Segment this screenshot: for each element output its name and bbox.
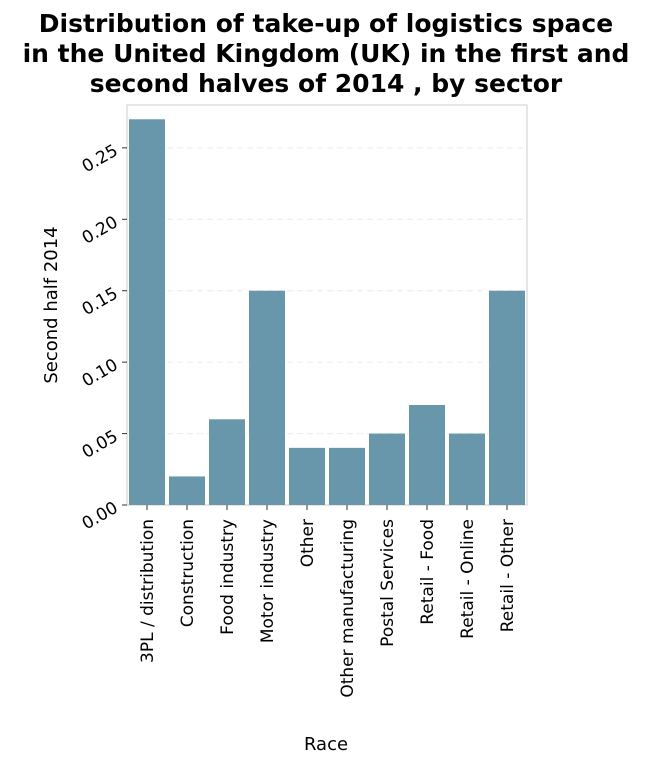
y-tick-label: 0.20 (79, 212, 122, 248)
y-tick-label: 0.25 (79, 141, 122, 177)
bar (489, 290, 525, 505)
y-tick-label: 0.15 (79, 284, 122, 320)
bar (129, 119, 165, 506)
chart-title-line-1: Distribution of take-up of logistics spa… (39, 9, 613, 38)
x-tick-label: Other (298, 519, 318, 567)
x-axis-label: Race (304, 734, 348, 755)
x-tick-label: Construction (178, 519, 198, 627)
y-axis-label: Second half 2014 (41, 226, 62, 383)
bar (449, 433, 485, 505)
bar (169, 476, 205, 505)
chart-title: Distribution of take-up of logistics spa… (23, 9, 630, 98)
y-tick-label: 0.10 (79, 355, 122, 391)
y-tick-label: 0.00 (79, 498, 122, 534)
bar (249, 290, 285, 505)
x-tick-label: Retail - Other (498, 519, 518, 632)
x-tick-label: Retail - Food (418, 519, 438, 625)
x-axis-ticks: 3PL / distribution Construction Food indus… (138, 505, 518, 698)
x-tick-label: 3PL / distribution (138, 519, 158, 663)
x-tick-label: Food industry (218, 519, 238, 635)
bar (289, 447, 325, 505)
bar (369, 433, 405, 505)
bar (409, 405, 445, 505)
y-axis-ticks: 0.00 0.05 0.10 0.15 0.20 0.25 (79, 141, 127, 534)
bar (329, 447, 365, 505)
y-tick-label: 0.05 (79, 427, 122, 463)
x-tick-label: Retail - Online (458, 519, 478, 639)
x-tick-label: Motor industry (258, 519, 278, 643)
x-tick-label: Other manufacturing (338, 519, 358, 698)
bar (209, 419, 245, 505)
chart-title-line-3: second halves of 2014 , by sector (90, 69, 563, 98)
bars (129, 119, 525, 506)
chart-title-line-2: in the United Kingdom (UK) in the first … (23, 39, 630, 68)
x-tick-label: Postal Services (378, 519, 398, 647)
